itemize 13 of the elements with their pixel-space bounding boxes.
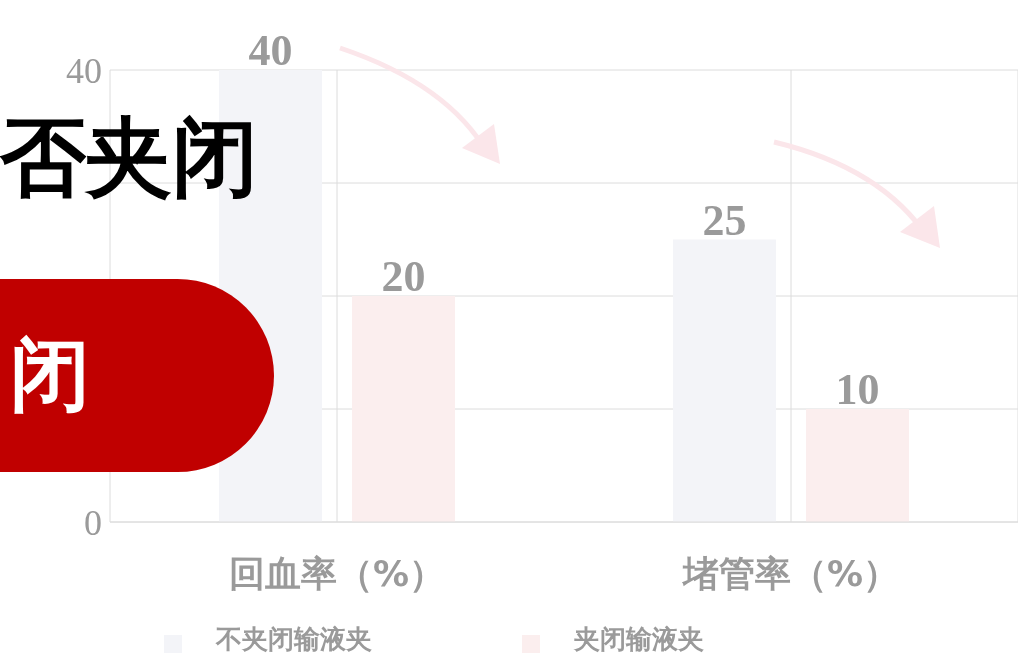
text: 闭: [0, 279, 274, 472]
data-label: 10: [835, 365, 880, 414]
bar: [351, 296, 455, 522]
legend-label: 夹闭输液夹: [574, 624, 704, 654]
data-label: 25: [702, 195, 747, 245]
x-tick-label: 回血率（%）: [228, 552, 446, 594]
y-tick-label: 0: [84, 502, 102, 543]
bar: [805, 409, 909, 522]
x-tick-label: 堵管率（%）: [680, 552, 900, 594]
data-label: 40: [248, 26, 293, 75]
legend-label: 不夹闭输液夹: [216, 624, 372, 654]
bar: [672, 239, 776, 522]
data-label: 20: [381, 252, 426, 301]
